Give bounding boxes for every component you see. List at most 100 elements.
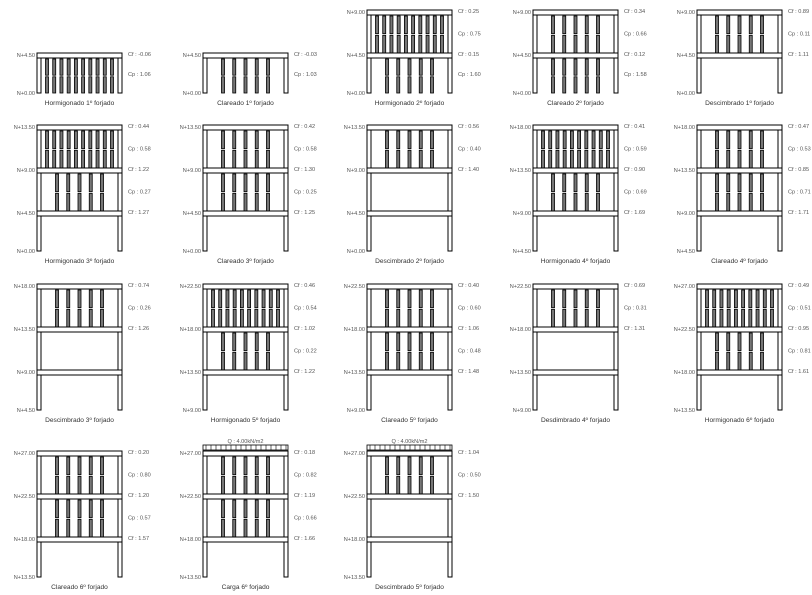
prop-upper (385, 289, 389, 309)
prop-lower (254, 192, 259, 212)
level-label: N+0.00 (347, 249, 365, 255)
column-right (117, 452, 123, 578)
prop-upper (59, 130, 64, 150)
prop-upper (254, 499, 259, 519)
prop-lower (726, 34, 731, 54)
prop-lower (100, 192, 104, 212)
prop-upper (396, 456, 401, 476)
prop-upper (55, 173, 59, 193)
level-label: N+13.50 (510, 168, 531, 174)
slab (202, 124, 289, 131)
prop-lower (430, 351, 434, 371)
prop-lower (551, 76, 555, 94)
prop-upper (396, 289, 401, 309)
prop-upper (396, 58, 401, 76)
prop-upper (715, 332, 719, 352)
prop-upper (81, 130, 86, 150)
prop-lower (266, 149, 270, 169)
prop-lower (396, 76, 401, 94)
level-label: N+13.50 (180, 575, 201, 581)
cp-label: Cp : 0.51 (788, 306, 811, 312)
level-label: N+22.50 (14, 494, 35, 500)
column-left (36, 452, 42, 578)
prop-lower (737, 34, 742, 54)
prop-lower (584, 308, 589, 328)
cf-label: Cf : 0.12 (624, 52, 645, 58)
column-right (613, 285, 619, 411)
prop-upper (375, 15, 379, 35)
level-label: N+9.00 (183, 168, 201, 174)
slab (532, 167, 619, 174)
prop-upper (254, 456, 259, 476)
slab (202, 369, 289, 376)
prop-upper (110, 130, 114, 150)
prop-upper (551, 173, 555, 193)
slab (532, 326, 619, 333)
slab (202, 52, 289, 59)
prop-lower (218, 308, 223, 328)
column-right (613, 126, 619, 252)
prop-lower (748, 149, 753, 169)
prop-upper (232, 332, 237, 352)
prop-lower (55, 308, 59, 328)
cf-label: Cf : 1.69 (624, 210, 645, 216)
prop-upper (418, 456, 423, 476)
prop-upper (726, 289, 731, 309)
prop-lower (591, 149, 596, 169)
cp-label: Cp : 0.11 (788, 32, 810, 38)
column-left (532, 126, 538, 252)
prop-upper (382, 15, 387, 35)
prop-upper (551, 15, 555, 35)
prop-upper (562, 173, 567, 193)
prop-upper (88, 289, 93, 309)
level-label: N+4.50 (183, 211, 201, 217)
prop-lower (239, 308, 244, 328)
slab (696, 9, 783, 16)
cp-label: Cp : 0.57 (128, 516, 151, 522)
panel-title: Hormigonado 5º forjado (211, 417, 281, 424)
prop-upper (66, 130, 71, 150)
prop-lower (45, 149, 49, 169)
prop-upper (748, 15, 753, 35)
prop-lower (221, 76, 225, 94)
column-right (117, 285, 123, 411)
cp-label: Cp : 1.06 (128, 72, 151, 78)
prop-upper (396, 332, 401, 352)
panel-title: Clareado 2º forjado (547, 100, 604, 107)
prop-upper (430, 289, 434, 309)
prop-lower (737, 149, 742, 169)
prop-upper (52, 58, 57, 76)
prop-upper (407, 289, 412, 309)
prop-lower (254, 475, 259, 495)
level-label: N+9.00 (513, 408, 531, 414)
slab (532, 9, 619, 16)
level-label: N+4.50 (513, 53, 531, 59)
cp-label: Cp : 0.66 (294, 516, 317, 522)
cp-label: Cp : 1.03 (294, 72, 317, 78)
level-label: N+0.00 (513, 91, 531, 97)
prop-lower (403, 34, 408, 54)
prop-upper (59, 58, 64, 76)
prop-upper (555, 130, 560, 150)
prop-upper (221, 456, 225, 476)
prop-upper (243, 332, 248, 352)
prop-upper (755, 289, 760, 309)
slab (202, 210, 289, 217)
level-label: N+18.00 (674, 125, 695, 131)
level-label: N+9.00 (17, 370, 35, 376)
prop-upper (584, 58, 589, 76)
prop-lower (430, 76, 434, 94)
level-label: N+4.50 (677, 249, 695, 255)
level-label: N+18.00 (344, 537, 365, 543)
prop-lower (770, 308, 774, 328)
prop-upper (748, 332, 753, 352)
prop-upper (266, 499, 270, 519)
level-label: N+22.50 (344, 494, 365, 500)
prop-upper (100, 499, 104, 519)
column-left (202, 54, 208, 94)
prop-upper (243, 58, 248, 76)
prop-lower (726, 149, 731, 169)
slab (696, 124, 783, 131)
prop-lower (254, 308, 259, 328)
prop-lower (760, 192, 764, 212)
